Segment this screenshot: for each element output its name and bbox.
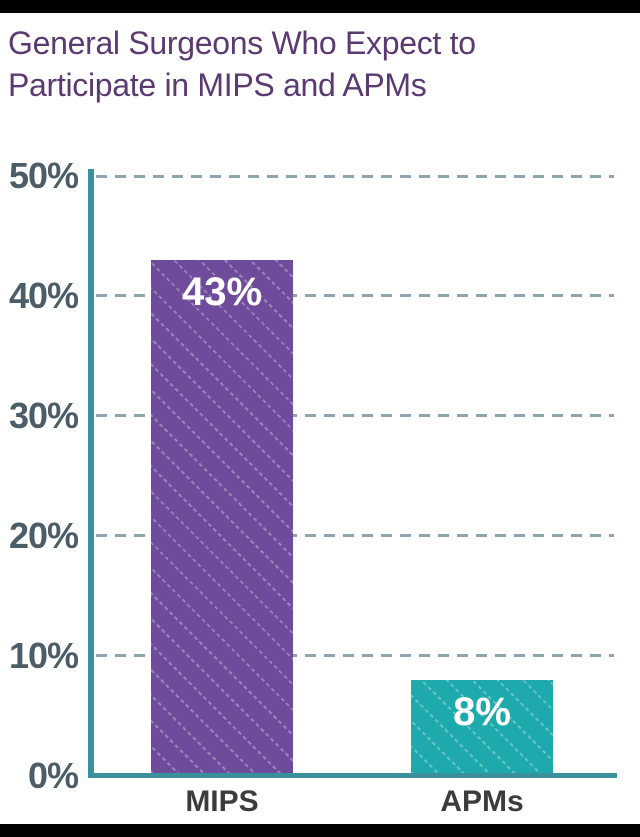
y-tick-label-40: 40% [8,274,79,316]
bottom-frame-bar [0,824,640,837]
chart-title-line-2: Participate in MIPS and APMs [8,67,427,103]
bar-value-label-mips: 43% [181,269,263,314]
chart-title-line-1: General Surgeons Who Expect to [8,25,476,61]
y-tick-label-0: 0% [27,754,79,796]
gridline-30 [96,414,614,418]
bar-apms: 8% [411,679,553,773]
bar-mips: 43% [151,259,293,773]
y-tick-label-10: 10% [8,634,79,676]
gridline-20 [96,534,614,538]
y-tick-label-50: 50% [8,155,79,196]
gridline-40 [96,294,614,298]
gridline-10 [96,654,614,658]
y-axis-line [88,169,94,778]
bar-value-label-apms: 8% [453,689,511,734]
top-frame-bar [0,0,640,13]
gridline-50 [96,174,614,178]
x-axis-line [88,773,617,778]
y-tick-label-20: 20% [8,514,79,556]
y-tick-label-30: 30% [8,394,79,436]
x-tick-label-apms: APMs [440,785,524,818]
chart-title: General Surgeons Who Expect to Participa… [8,22,628,106]
x-tick-label-mips: MIPS [185,785,259,818]
